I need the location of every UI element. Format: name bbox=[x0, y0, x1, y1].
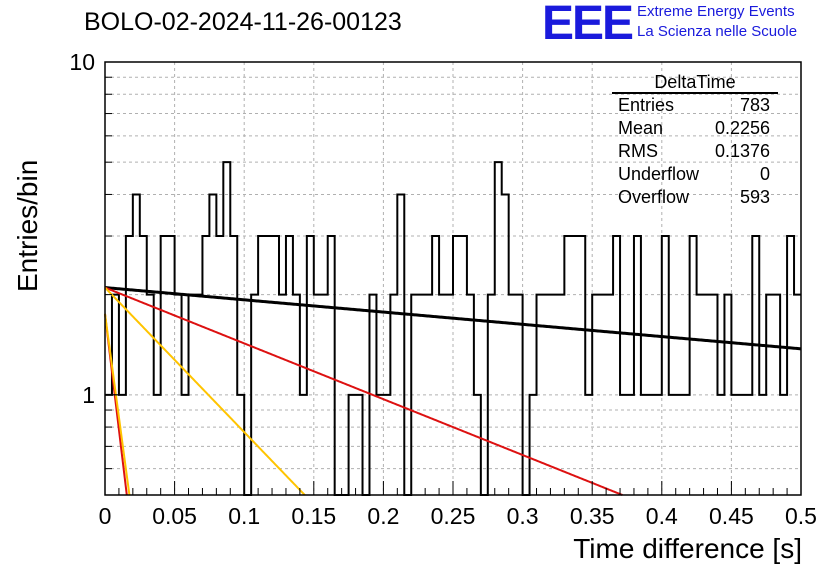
stats-row-entries: Entries 783 bbox=[612, 94, 778, 117]
stats-label: Mean bbox=[618, 118, 664, 138]
x-tick-label: 0.3 bbox=[507, 503, 539, 529]
stats-value: 0.2256 bbox=[714, 118, 770, 138]
x-tick-label: 0 bbox=[99, 503, 112, 529]
stats-value: 0 bbox=[759, 164, 770, 184]
stats-box-title: DeltaTime bbox=[612, 72, 778, 94]
x-tick-label: 0.5 bbox=[785, 503, 817, 529]
x-tick-label: 0.2 bbox=[367, 503, 399, 529]
stats-row-rms: RMS 0.1376 bbox=[612, 140, 778, 163]
stats-box: DeltaTime Entries 783 Mean 0.2256 RMS 0.… bbox=[612, 72, 778, 209]
chart-title: BOLO-02-2024-11-26-00123 bbox=[84, 8, 402, 36]
stats-label: Overflow bbox=[618, 187, 690, 207]
x-tick-label: 0.45 bbox=[709, 503, 754, 529]
y-axis-label: Entries/bin bbox=[12, 159, 43, 292]
x-axis-label: Time difference [s] bbox=[573, 533, 802, 564]
stats-value: 593 bbox=[739, 187, 770, 207]
x-tick-label: 0.25 bbox=[431, 503, 476, 529]
logo-tagline-2: La Scienza nelle Scuole bbox=[637, 23, 798, 40]
stats-label: Underflow bbox=[618, 164, 700, 184]
y-tick-label: 1 bbox=[82, 382, 95, 408]
stats-row-mean: Mean 0.2256 bbox=[612, 117, 778, 140]
fit-curve-3 bbox=[104, 286, 306, 496]
x-tick-label: 0.4 bbox=[646, 503, 678, 529]
fit-curve-1 bbox=[104, 286, 802, 351]
stats-value: 0.1376 bbox=[714, 141, 770, 161]
logo-tagline-1: Extreme Energy Events bbox=[637, 3, 795, 20]
stats-label: RMS bbox=[618, 141, 658, 161]
y-tick-label: 10 bbox=[69, 49, 95, 75]
x-tick-label: 0.35 bbox=[570, 503, 615, 529]
x-tick-label: 0.05 bbox=[152, 503, 197, 529]
stats-row-underflow: Underflow 0 bbox=[612, 163, 778, 186]
fit-curve-2 bbox=[104, 286, 623, 496]
eee-logo: EEE bbox=[542, 0, 634, 50]
stats-label: Entries bbox=[618, 95, 675, 115]
fit-curve-5 bbox=[104, 313, 131, 496]
x-tick-label: 0.15 bbox=[291, 503, 336, 529]
stats-row-overflow: Overflow 593 bbox=[612, 186, 778, 209]
stats-value: 783 bbox=[739, 95, 770, 115]
x-tick-label: 0.1 bbox=[228, 503, 260, 529]
histogram-series bbox=[105, 161, 801, 496]
